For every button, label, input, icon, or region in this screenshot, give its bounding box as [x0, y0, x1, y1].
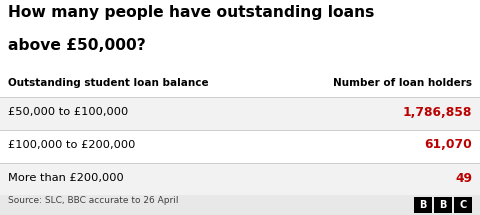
Text: above £50,000?: above £50,000?: [8, 38, 146, 53]
Text: 49: 49: [455, 172, 472, 184]
Text: Source: SLC, BBC accurate to 26 April: Source: SLC, BBC accurate to 26 April: [8, 196, 179, 205]
Text: How many people have outstanding loans: How many people have outstanding loans: [8, 5, 374, 20]
Text: Outstanding student loan balance: Outstanding student loan balance: [8, 78, 209, 88]
Text: £100,000 to £200,000: £100,000 to £200,000: [8, 140, 135, 150]
Text: B: B: [420, 200, 427, 210]
Text: £50,000 to £100,000: £50,000 to £100,000: [8, 107, 128, 117]
Text: C: C: [459, 200, 467, 210]
Text: More than £200,000: More than £200,000: [8, 173, 124, 183]
Text: 1,786,858: 1,786,858: [403, 106, 472, 118]
Text: Number of loan holders: Number of loan holders: [333, 78, 472, 88]
Text: 61,070: 61,070: [424, 138, 472, 152]
Text: B: B: [439, 200, 447, 210]
